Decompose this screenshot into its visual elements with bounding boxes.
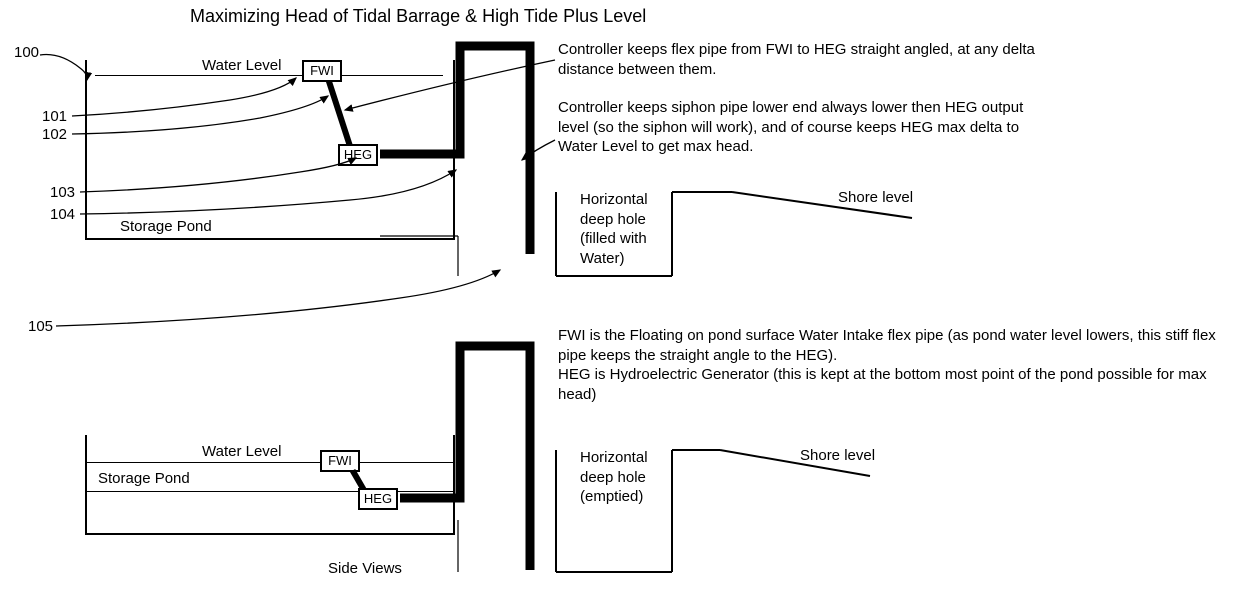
fwi-heg-description: FWI is the Floating on pond surface Wate… <box>558 326 1218 404</box>
annotation-flex-pipe: Controller keeps flex pipe from FWI to H… <box>558 40 1038 79</box>
annotation-siphon: Controller keeps siphon pipe lower end a… <box>558 98 1038 157</box>
hole-label-top: Horizontal deep hole (filled with Water) <box>580 190 670 268</box>
shore-level-top: Shore level <box>838 188 913 208</box>
shore-level-bottom: Shore level <box>800 446 875 466</box>
hole-label-bottom: Horizontal deep hole (emptied) <box>580 448 670 507</box>
